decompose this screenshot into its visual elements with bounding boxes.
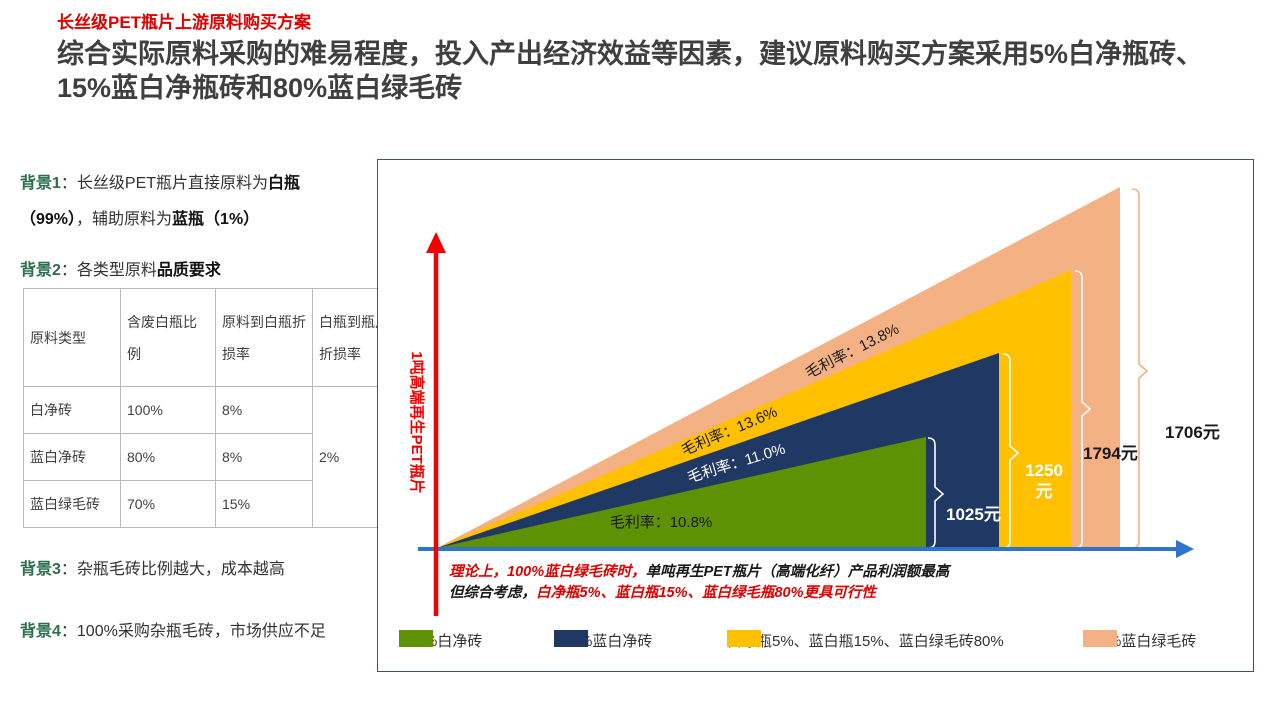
legend-swatch-gold: [727, 630, 761, 647]
bg1-bold-blue-bottle: 蓝瓶（1%）: [172, 211, 260, 228]
cell-waste-ratio: 100%: [120, 386, 216, 434]
bg4-label: 背景4: [20, 623, 61, 640]
value-label-1706: 1706元: [1165, 423, 1220, 442]
cell-loss: 15%: [215, 480, 313, 528]
slide-kicker: 长丝级PET瓶片上游原料购买方案: [57, 13, 312, 32]
margin-label-green: 毛利率：10.8%: [609, 514, 713, 531]
bg4-text: ：100%采购杂瓶毛砖，市场供应不足: [60, 623, 326, 640]
chart-panel: 1吨高端再生PET瓶片 毛利率：10.8% 毛利率：11.0% 毛利率：13.6…: [377, 159, 1254, 672]
bg2-label: 背景2: [20, 262, 61, 279]
legend-swatch-tan: [1083, 630, 1117, 647]
note-l2-red: 白净瓶5%、蓝白瓶15%、蓝白绿毛瓶80%更具可行性: [536, 585, 876, 601]
legend-swatch-green: [399, 630, 433, 647]
x-axis-arrowhead: [1176, 540, 1194, 558]
background-note-1: 背景1：长丝级PET瓶片直接原料为白瓶（99%），辅助原料为蓝瓶（1%）: [20, 166, 368, 238]
y-axis-label: 1吨高端再生PET瓶片: [408, 351, 425, 494]
legend-label: 白净瓶5%、蓝白瓶15%、蓝白绿毛砖80%: [727, 633, 1004, 650]
header-loss-to-bottle: 原料到白瓶折损率: [215, 288, 313, 387]
note-line-2: 但综合考虑，白净瓶5%、蓝白瓶15%、蓝白绿毛瓶80%更具可行性: [449, 583, 1089, 604]
triangle-100pct-white-clean: [437, 437, 926, 548]
raw-material-quality-table: 原料类型 含废白瓶比例 原料到白瓶折损率 白瓶到瓶片折损率 白净砖 100% 8…: [23, 288, 402, 528]
legend-item-tan: 100%蓝白绿毛砖: [1083, 630, 1196, 651]
value-label-1794: 1794元: [1083, 444, 1138, 463]
table-row: 白净砖 100% 8% 2%: [23, 386, 402, 528]
bg2-bold-quality: 品质要求: [156, 262, 221, 279]
note-l2-black: 但综合考虑，: [449, 585, 536, 601]
triangle-chart: [418, 187, 1194, 616]
table-header-row: 原料类型 含废白瓶比例 原料到白瓶折损率 白瓶到瓶片折损率: [23, 288, 402, 387]
background-note-4: 背景4：100%采购杂瓶毛砖，市场供应不足: [20, 614, 368, 650]
bg2-text: ：各类型原料: [60, 262, 157, 279]
value-label-1250: 1250元: [1025, 461, 1063, 501]
note-l1-black: 单吨再生PET瓶片（高端化纤）产品利润额最高: [645, 564, 950, 580]
conclusion-note: 理论上，100%蓝白绿毛砖时，单吨再生PET瓶片（高端化纤）产品利润额最高 但综…: [449, 562, 1089, 604]
cell-loss: 8%: [215, 433, 313, 481]
cell-waste-ratio: 80%: [120, 433, 216, 481]
cell-waste-ratio: 70%: [120, 480, 216, 528]
legend-swatch-navy: [554, 630, 588, 647]
bg3-label: 背景3: [20, 561, 61, 578]
note-line-1: 理论上，100%蓝白绿毛砖时，单吨再生PET瓶片（高端化纤）产品利润额最高: [449, 562, 1089, 583]
y-axis-arrowhead: [426, 232, 446, 253]
bg1-bold-white-bottle: 白瓶（99%）: [20, 175, 301, 228]
legend-item-green: 100%白净砖: [399, 630, 482, 651]
background-note-2: 背景2：各类型原料品质要求: [20, 253, 368, 289]
header-waste-ratio: 含废白瓶比例: [120, 288, 216, 387]
bg1-text: ：长丝级PET瓶片直接原料为: [60, 175, 269, 192]
legend-item-navy: 100%蓝白净砖: [554, 630, 652, 651]
cell-loss: 8%: [215, 386, 313, 434]
cell-type: 白净砖: [23, 386, 121, 434]
bg1-text-mid: ，辅助原料为: [76, 211, 173, 228]
header-material-type: 原料类型: [23, 288, 121, 387]
bg1-label: 背景1: [20, 175, 61, 192]
brace-tan-height: [1131, 188, 1149, 549]
table-row: 蓝白净砖 80% 8%: [23, 433, 402, 481]
background-note-3: 背景3：杂瓶毛砖比例越大，成本越高: [20, 552, 368, 588]
legend-item-gold: 白净瓶5%、蓝白瓶15%、蓝白绿毛砖80%: [727, 630, 1004, 651]
value-label-1025: 1025元: [946, 505, 1001, 524]
table-row: 蓝白绿毛砖 70% 15%: [23, 480, 402, 528]
slide-title: 综合实际原料采购的难易程度，投入产出经济效益等因素，建议原料购买方案采用5%白净…: [57, 39, 1204, 104]
note-l1-red: 理论上，100%蓝白绿毛砖时，: [449, 564, 646, 580]
bg3-text: ：杂瓶毛砖比例越大，成本越高: [60, 561, 285, 578]
cell-type: 蓝白净砖: [23, 433, 121, 481]
cell-type: 蓝白绿毛砖: [23, 480, 121, 528]
